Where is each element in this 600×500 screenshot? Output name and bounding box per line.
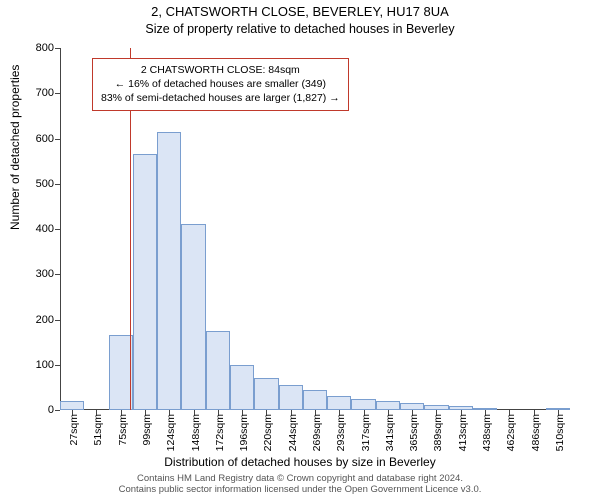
footnote: Contains HM Land Registry data © Crown c…	[0, 473, 600, 496]
x-tick-label: 365sqm	[408, 414, 420, 451]
y-tick-mark	[55, 184, 60, 185]
x-tick-label: 317sqm	[360, 414, 372, 451]
x-tick-label: 220sqm	[262, 414, 274, 451]
x-tick-label: 99sqm	[141, 414, 153, 446]
chart-container: 2, CHATSWORTH CLOSE, BEVERLEY, HU17 8UA …	[0, 0, 600, 500]
histogram-bar	[279, 385, 303, 410]
y-tick-label: 300	[20, 268, 54, 280]
y-tick-label: 0	[20, 404, 54, 416]
x-tick-label: 51sqm	[92, 414, 104, 446]
annotation-line-2: ← 16% of detached houses are smaller (34…	[101, 77, 340, 91]
annotation-line-1: 2 CHATSWORTH CLOSE: 84sqm	[101, 63, 340, 77]
histogram-bar	[157, 132, 181, 410]
y-tick-mark	[55, 48, 60, 49]
x-tick-label: 269sqm	[311, 414, 323, 451]
y-tick-mark	[55, 365, 60, 366]
histogram-bar	[327, 396, 351, 410]
y-tick-mark	[55, 93, 60, 94]
histogram-bar	[230, 365, 254, 410]
x-tick-label: 172sqm	[214, 414, 226, 451]
y-tick-mark	[55, 320, 60, 321]
footnote-line-1: Contains HM Land Registry data © Crown c…	[137, 473, 463, 484]
x-tick-label: 75sqm	[117, 414, 129, 446]
histogram-bar	[206, 331, 230, 410]
x-tick-label: 462sqm	[505, 414, 517, 451]
y-tick-label: 600	[20, 133, 54, 145]
histogram-bar	[254, 378, 278, 410]
x-tick-label: 148sqm	[190, 414, 202, 451]
histogram-bar	[60, 401, 84, 410]
x-tick-label: 389sqm	[432, 414, 444, 451]
x-tick-label: 438sqm	[481, 414, 493, 451]
footnote-line-2: Contains public sector information licen…	[119, 484, 482, 495]
chart-title: 2, CHATSWORTH CLOSE, BEVERLEY, HU17 8UA	[0, 4, 600, 19]
y-tick-label: 400	[20, 223, 54, 235]
y-tick-label: 500	[20, 178, 54, 190]
x-tick-label: 124sqm	[165, 414, 177, 451]
annotation-line-3: 83% of semi-detached houses are larger (…	[101, 91, 340, 105]
x-tick-label: 196sqm	[238, 414, 250, 451]
y-tick-label: 200	[20, 314, 54, 326]
histogram-bar	[351, 399, 375, 410]
y-tick-label: 700	[20, 87, 54, 99]
x-tick-label: 244sqm	[287, 414, 299, 451]
x-tick-label: 413sqm	[457, 414, 469, 451]
y-tick-mark	[55, 410, 60, 411]
x-tick-label: 341sqm	[384, 414, 396, 451]
x-tick-label: 27sqm	[68, 414, 80, 446]
x-tick-label: 486sqm	[530, 414, 542, 451]
x-axis-label: Distribution of detached houses by size …	[0, 455, 600, 469]
chart-subtitle: Size of property relative to detached ho…	[0, 22, 600, 36]
y-tick-label: 800	[20, 42, 54, 54]
y-tick-label: 100	[20, 359, 54, 371]
histogram-bar	[376, 401, 400, 410]
histogram-bar	[303, 390, 327, 410]
histogram-bar	[400, 403, 424, 410]
annotation-box: 2 CHATSWORTH CLOSE: 84sqm← 16% of detach…	[92, 58, 349, 111]
plot-area: 010020030040050060070080027sqm51sqm75sqm…	[60, 48, 570, 410]
y-tick-mark	[55, 274, 60, 275]
histogram-bar	[181, 224, 205, 410]
x-tick-label: 510sqm	[554, 414, 566, 451]
y-tick-mark	[55, 229, 60, 230]
histogram-bar	[133, 154, 157, 410]
y-tick-mark	[55, 139, 60, 140]
x-tick-label: 293sqm	[335, 414, 347, 451]
